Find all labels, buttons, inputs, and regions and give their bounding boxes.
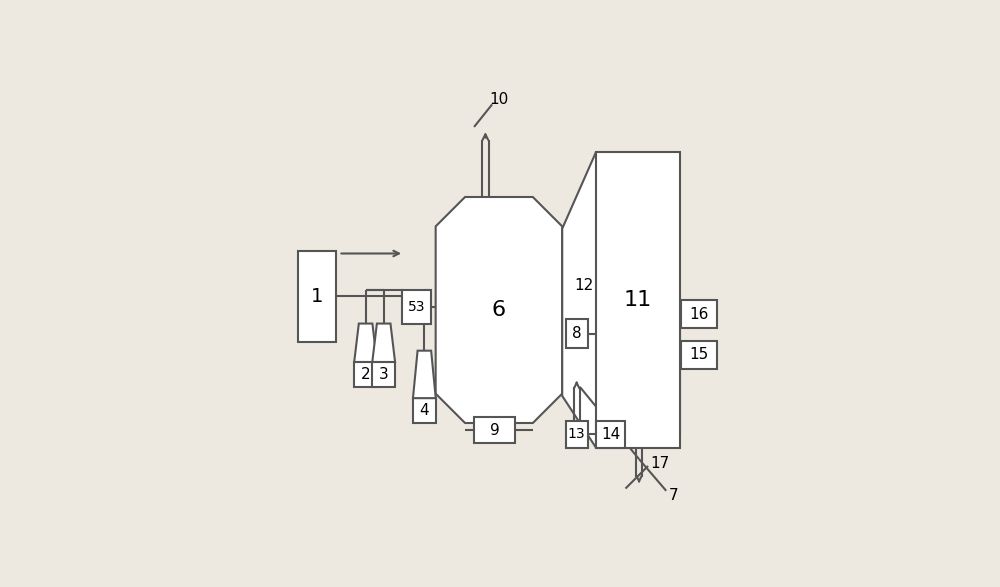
Text: 11: 11: [624, 290, 652, 310]
Bar: [596, 152, 680, 448]
Text: 15: 15: [689, 348, 708, 362]
Bar: [298, 251, 336, 342]
Text: 6: 6: [492, 300, 506, 320]
Polygon shape: [354, 323, 377, 362]
Text: 53: 53: [408, 299, 425, 313]
Bar: [566, 421, 588, 448]
Text: 13: 13: [568, 427, 585, 441]
Bar: [596, 421, 625, 448]
Text: 14: 14: [601, 427, 620, 442]
Bar: [372, 362, 395, 387]
Bar: [566, 319, 588, 349]
Text: 7: 7: [668, 488, 678, 503]
Polygon shape: [562, 152, 596, 448]
Bar: [681, 340, 717, 369]
Bar: [413, 398, 436, 423]
Text: 16: 16: [689, 306, 708, 322]
Text: 3: 3: [379, 367, 389, 382]
Text: 2: 2: [361, 367, 370, 382]
Text: 10: 10: [489, 92, 508, 107]
Bar: [474, 417, 515, 443]
Bar: [681, 300, 717, 328]
Polygon shape: [413, 350, 436, 398]
Text: 17: 17: [650, 456, 670, 471]
Text: 4: 4: [420, 403, 429, 418]
Polygon shape: [436, 197, 562, 423]
Text: 12: 12: [574, 278, 593, 293]
Bar: [402, 289, 431, 323]
Text: 9: 9: [490, 423, 499, 438]
Bar: [354, 362, 377, 387]
Polygon shape: [372, 323, 395, 362]
Text: 1: 1: [311, 287, 323, 306]
Text: 8: 8: [572, 326, 581, 341]
